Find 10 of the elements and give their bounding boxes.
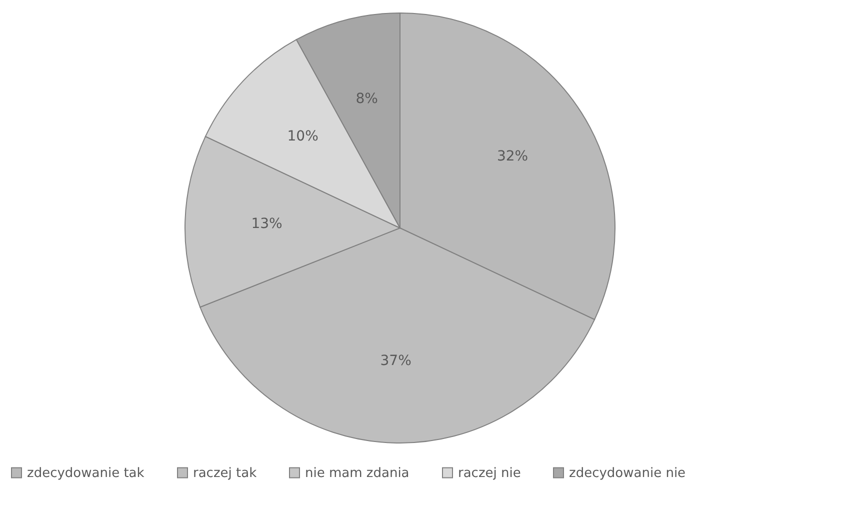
legend-label: nie mam zdania <box>305 466 410 481</box>
data-label: 37% <box>380 353 412 370</box>
legend-label: zdecydowanie tak <box>27 466 145 481</box>
data-label: 32% <box>496 148 528 165</box>
legend-label: raczej nie <box>458 466 521 481</box>
data-label: 8% <box>356 90 378 107</box>
legend-label: raczej tak <box>193 466 258 481</box>
data-label: 13% <box>251 216 282 232</box>
data-label: 10% <box>287 128 318 145</box>
legend-label: zdecydowanie nie <box>569 466 686 481</box>
